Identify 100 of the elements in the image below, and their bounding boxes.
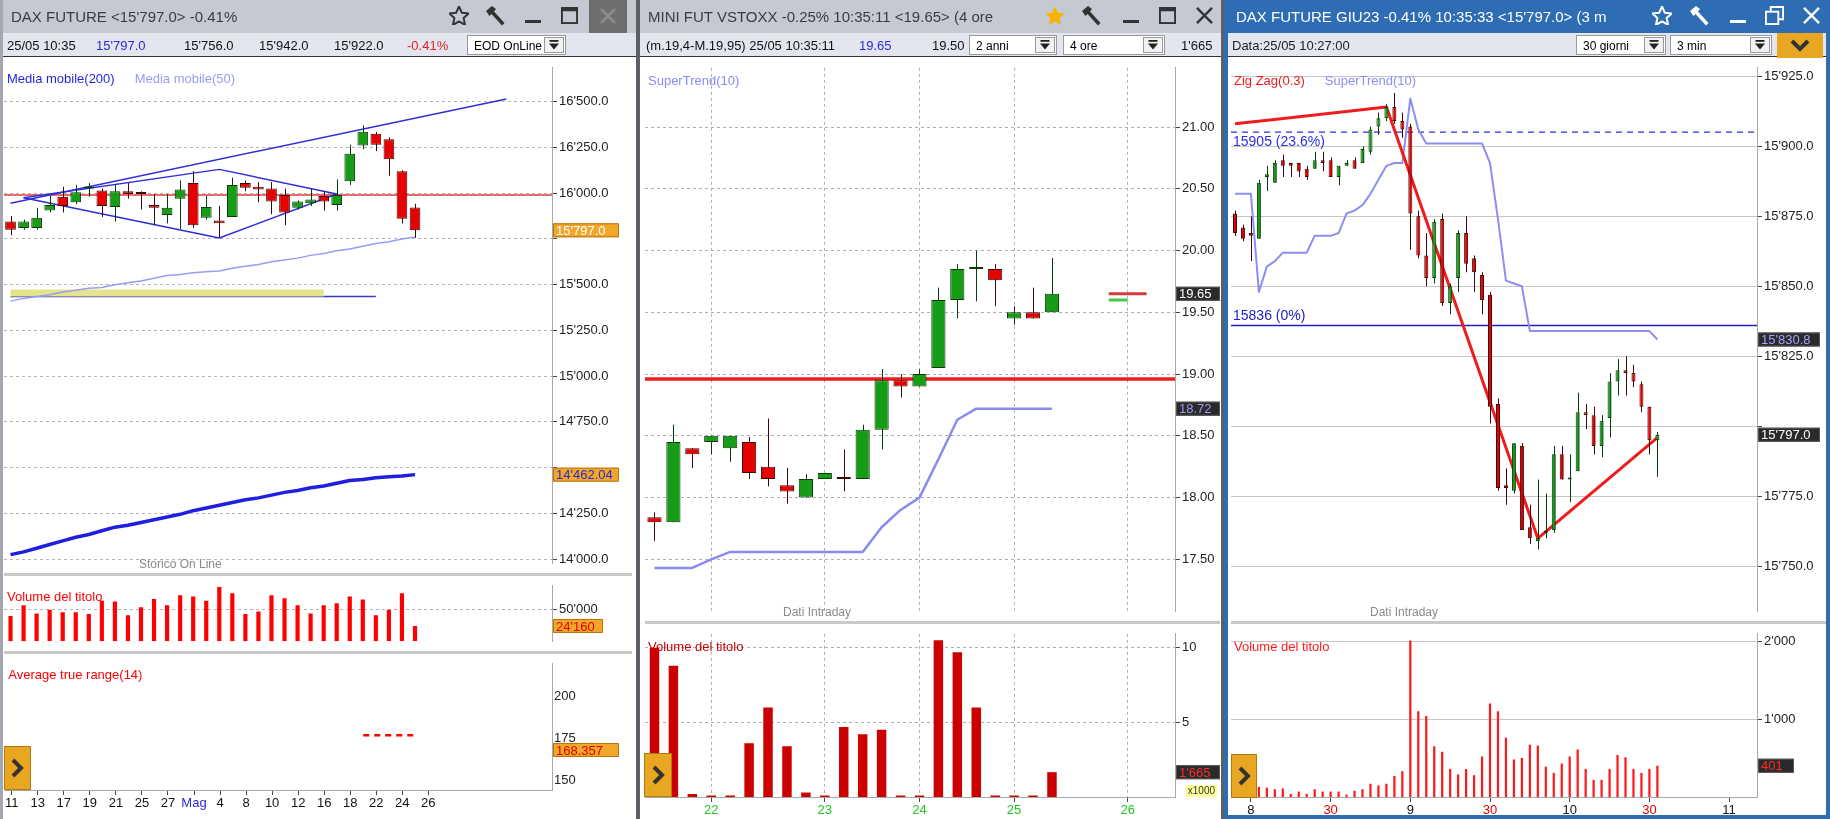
text: 15'830.8 [1761,332,1811,348]
text: Data:25/05 10:27:00 [1232,38,1350,53]
y-tick-label: 15'775.0 [1764,487,1814,503]
y-tick-label: 15'250.0 [559,321,609,337]
y-tick-label: 10 [1182,639,1197,655]
y-tick-label: 21.00 [1182,118,1215,134]
x-tick-label: 18 [342,795,358,811]
text: Volume del titolo [1234,638,1330,654]
y-tick-label: 14'250.0 [559,505,609,520]
y-tick-label: 20.00 [1182,242,1215,258]
x-tick-label: 27 [160,795,176,811]
x-tick-label: 11 [5,795,19,811]
x-tick-label: 4 [216,795,224,811]
x-tick-label: 13 [30,795,46,811]
y-tick-label: 19.50 [1182,303,1215,319]
text: 15'797.0 [1761,427,1811,443]
text: Zig Zag(0.3) [1234,72,1305,88]
annotation: Storico On Line [139,557,222,571]
x-tick-label: 10 [1562,802,1577,818]
y-tick-label: 15'850.0 [1764,277,1814,293]
text: Media mobile(200) [7,70,115,86]
series-label: Volume del titolo [7,588,103,604]
x-tick-label: 10 [264,795,280,811]
x-tick-label: 26 [1120,802,1135,818]
x-tick-label: 25 [134,795,150,811]
text: SuperTrend(10) [648,72,740,88]
chart-title: DAX FUTURE GIU23 -0.41% 10:35:33 <15'797.0> (3 m [1236,8,1607,25]
text: 15'797.0 [96,38,146,53]
y-tick-label: 15'500.0 [559,276,609,292]
text: 15'942.0 [259,38,309,53]
dropdown: 2 anni [969,35,1057,55]
x-tick-label: 19 [82,795,98,811]
text: (m.19,4-M.19,95) 25/05 10:35:11 [646,38,836,53]
y-tick-label: 16'250.0 [559,138,609,154]
text: 1'665 [1179,764,1211,780]
y-tick-label: 15'900.0 [1764,137,1814,153]
x-tick-label: 8 [242,795,250,811]
y-tick-label: 1'000 [1764,710,1796,726]
x-tick-label: 24 [395,795,410,811]
annotation: Dati Intraday [783,605,852,619]
x-tick-label: 12 [290,795,306,811]
text: 19.50 [932,38,965,53]
x-tick-label: 23 [817,802,833,818]
text: 1'665 [1181,38,1213,53]
text: 15'922.0 [334,38,384,53]
text: 15'797.0 [556,222,606,238]
y-tick-label: 14'000.0 [559,550,609,566]
series-label: SuperTrend(10) [1324,72,1417,88]
y-tick-label: 15'750.0 [1764,557,1814,573]
y-axis-title: x1000 [1187,784,1216,796]
text: 24'160 [556,618,595,634]
x-tick-label: 30 [1482,802,1498,818]
x-tick-label: 22 [369,795,384,811]
text: 14'462.04 [556,467,613,483]
x-tick-label: 9 [1406,802,1414,818]
dropdown: 4 ore [1063,35,1165,55]
text: 401 [1761,758,1783,774]
text: Average true range(14) [8,666,143,682]
y-tick-label: 200 [554,688,576,704]
x-tick-label: 30 [1323,802,1338,818]
x-tick-label: 11 [1722,802,1736,818]
annotation: Dati Intraday [1370,605,1439,619]
y-tick-label: 5 [1182,713,1190,729]
y-tick-label: 16'500.0 [559,93,609,109]
y-tick-label: 15'875.0 [1764,207,1814,223]
x-tick-label: 8 [1247,802,1255,818]
y-tick-label: 150 [554,772,576,788]
text: 19.65 [1179,286,1212,302]
y-tick-label: 20.50 [1182,180,1215,196]
chart-title: MINI FUT VSTOXX -0.25% 10:35:11 <19.65> (4 ore [648,8,994,25]
y-tick-label: 16'000.0 [559,184,609,200]
y-tick-label: 15'825.0 [1764,347,1814,363]
y-tick-label: 2'000 [1764,632,1796,648]
x-tick-label: Mag [181,795,207,811]
chart-title: DAX FUTURE <15'797.0> -0.41% [11,8,238,25]
ref-line-label: 15836 (0%) [1233,307,1306,324]
x-tick-label: 16 [316,795,332,811]
dropdown: 30 giorni [1576,35,1666,55]
x-tick-label: 25 [1006,802,1022,818]
x-tick-label: 21 [108,795,124,811]
text: Media mobile(50) [134,70,236,86]
text: 18.72 [1179,401,1212,417]
y-tick-label: 18.00 [1182,489,1215,505]
y-tick-label: 50'000 [559,601,598,617]
x-tick-label: 22 [704,802,719,818]
y-tick-label: 15'925.0 [1764,67,1814,83]
y-tick-label: 14'750.0 [559,413,609,429]
y-tick-label: 15'000.0 [559,367,609,383]
x-tick-label: 30 [1642,802,1657,818]
x-tick-label: 26 [421,795,436,811]
x-tick-label: 24 [912,802,927,818]
dropdown: EOD OnLine [467,35,566,55]
ref-line-label: 15905 (23.6%) [1233,133,1325,150]
y-tick-label: 18.50 [1182,427,1215,443]
y-tick-label: 17.50 [1182,550,1215,566]
text: -0.41% [407,38,449,53]
dropdown: 3 min [1670,35,1772,55]
x-tick-label: 17 [56,795,72,811]
text: 19.65 [859,38,892,53]
y-tick-label: 19.00 [1182,365,1215,381]
